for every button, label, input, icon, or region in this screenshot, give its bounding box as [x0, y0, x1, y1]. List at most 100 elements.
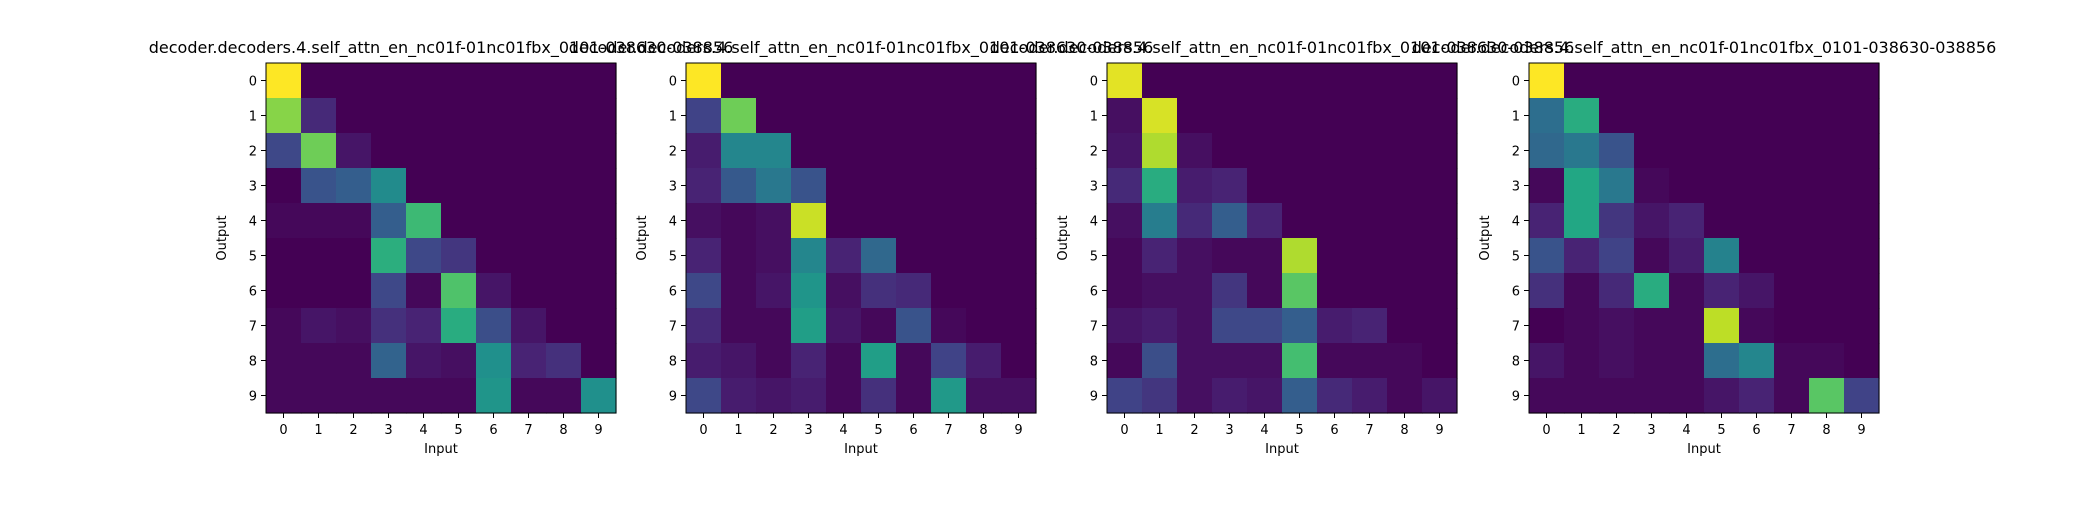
y-tick-label: 8: [1512, 355, 1520, 370]
heatmap-cell: [546, 343, 582, 379]
heatmap-cell: [336, 98, 372, 134]
heatmap-cell: [336, 203, 372, 239]
heatmap-cell: [511, 63, 547, 99]
heatmap-cell: [1317, 343, 1353, 379]
heatmap-cell: [966, 378, 1002, 414]
y-axis-label: Output: [215, 215, 230, 260]
heatmap-cell: [686, 168, 722, 204]
heatmap-cell: [1177, 238, 1213, 274]
heatmap-cell: [966, 98, 1002, 134]
heatmap-cell: [1844, 98, 1880, 134]
heatmap-cell: [441, 308, 477, 344]
x-tick-label: 6: [1752, 423, 1760, 438]
x-tick-label: 2: [769, 423, 777, 438]
x-tick-label: 6: [1330, 423, 1338, 438]
heatmap-cell: [301, 273, 337, 309]
heatmap-cell: [721, 98, 757, 134]
heatmap-cell: [896, 133, 932, 169]
heatmap-cell: [721, 238, 757, 274]
y-tick-label: 0: [1090, 75, 1098, 90]
heatmap-cell: [581, 63, 617, 99]
heatmap-cell: [1352, 63, 1388, 99]
heatmap-cell: [861, 168, 897, 204]
heatmap-cell: [966, 203, 1002, 239]
y-tick-label: 9: [249, 390, 257, 405]
heatmap-cell: [1844, 378, 1880, 414]
y-tick-label: 5: [249, 250, 257, 265]
heatmap-cell: [756, 308, 792, 344]
heatmap-cell: [896, 203, 932, 239]
heatmap-cell: [1212, 168, 1248, 204]
x-tick-label: 4: [839, 423, 847, 438]
heatmap-cell: [1529, 203, 1565, 239]
heatmap-cell: [301, 203, 337, 239]
y-tick-label: 9: [1512, 390, 1520, 405]
x-tick-label: 0: [1120, 423, 1128, 438]
heatmap-cell: [1422, 203, 1458, 239]
y-tick-label: 4: [1512, 215, 1520, 230]
heatmap-cell: [1844, 63, 1880, 99]
y-tick-label: 6: [1090, 285, 1098, 300]
heatmap-cell: [1669, 63, 1705, 99]
heatmap-cell: [756, 98, 792, 134]
heatmap-cell: [476, 203, 512, 239]
y-tick-label: 0: [669, 75, 677, 90]
heatmap-cell: [266, 98, 302, 134]
heatmap-cell: [1387, 308, 1423, 344]
heatmap-cell: [1142, 273, 1178, 309]
heatmap-cell: [1844, 308, 1880, 344]
heatmap-cell: [1001, 133, 1037, 169]
heatmap-cell: [1704, 168, 1740, 204]
heatmap-cell: [1422, 238, 1458, 274]
heatmap-cell: [441, 168, 477, 204]
heatmap-cell: [301, 168, 337, 204]
heatmap-cell: [1634, 203, 1670, 239]
y-tick-label: 4: [249, 215, 257, 230]
heatmap-cell: [791, 203, 827, 239]
heatmap-cell: [1564, 343, 1600, 379]
heatmap-cell: [581, 168, 617, 204]
heatmap-cell: [1774, 378, 1810, 414]
heatmap-cell: [896, 308, 932, 344]
heatmap-cell: [1177, 273, 1213, 309]
x-tick-label: 6: [909, 423, 917, 438]
heatmap-cell: [1107, 168, 1143, 204]
heatmap-cell: [511, 308, 547, 344]
heatmap-cell: [546, 238, 582, 274]
heatmap-cell: [511, 238, 547, 274]
heatmap-cell: [1529, 133, 1565, 169]
heatmap-cell: [1739, 203, 1775, 239]
heatmap-cell: [1142, 203, 1178, 239]
heatmap-cell: [441, 273, 477, 309]
heatmap-cell: [581, 308, 617, 344]
y-tick-label: 7: [1512, 320, 1520, 335]
heatmap-cell: [406, 378, 442, 414]
y-tick-label: 2: [1090, 145, 1098, 160]
heatmap-cell: [1564, 378, 1600, 414]
heatmap-cell: [1247, 308, 1283, 344]
x-tick-label: 2: [349, 423, 357, 438]
heatmap-cell: [1317, 63, 1353, 99]
heatmap-cell: [1422, 308, 1458, 344]
heatmap-cell: [1774, 273, 1810, 309]
x-tick-label: 5: [1717, 423, 1725, 438]
heatmap-cell: [861, 308, 897, 344]
heatmap-cell: [791, 343, 827, 379]
heatmap-cell: [1844, 273, 1880, 309]
heatmap-cell: [371, 98, 407, 134]
heatmap-cell: [686, 133, 722, 169]
x-tick-label: 1: [734, 423, 742, 438]
heatmap-cell: [1529, 98, 1565, 134]
axes-frame: [1528, 62, 1880, 414]
heatmap-cell: [546, 308, 582, 344]
heatmap-cell: [1422, 133, 1458, 169]
heatmap-cell: [1001, 238, 1037, 274]
heatmap-cell: [1282, 133, 1318, 169]
heatmap-cell: [546, 133, 582, 169]
y-tick-label: 3: [669, 180, 677, 195]
heatmap-cell: [931, 343, 967, 379]
heatmap-cell: [1282, 378, 1318, 414]
heatmap-cell: [1599, 133, 1635, 169]
heatmap-cell: [1774, 133, 1810, 169]
